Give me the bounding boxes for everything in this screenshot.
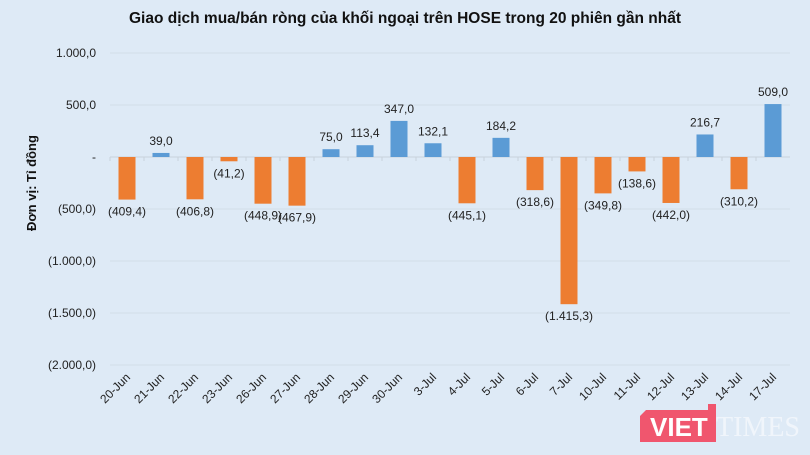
data-label: 509,0 (758, 85, 788, 99)
bar-14-Jul (730, 157, 748, 190)
x-tick-label: 13-Jul (678, 370, 711, 403)
viettimes-logo: VIET TIMES (640, 400, 810, 450)
x-tick-label: 4-Jul (445, 370, 473, 398)
x-tick-label: 12-Jul (644, 370, 677, 403)
bar-10-Jul (594, 157, 612, 194)
x-tick-label: 11-Jul (611, 370, 643, 402)
data-label: 39,0 (149, 134, 173, 148)
bar-7-Jul (560, 157, 578, 305)
y-tick-label: (2.000,0) (48, 358, 96, 372)
x-tick-label: 7-Jul (547, 370, 575, 398)
bar-11-Jul (628, 157, 646, 172)
chart-title: Giao dịch mua/bán ròng của khối ngoại tr… (128, 10, 682, 27)
bar-6-Jul (526, 157, 544, 191)
bar-17-Jul (764, 104, 782, 157)
x-tick-label: 6-Jul (513, 370, 541, 398)
x-tick-label: 27-Jun (267, 370, 303, 406)
data-label: 75,0 (319, 130, 343, 144)
y-tick-label: 500,0 (66, 98, 96, 112)
svg-text:TIMES: TIMES (716, 412, 800, 443)
bar-21-Jun (152, 152, 170, 157)
data-label: (1.415,3) (545, 309, 593, 323)
bar-13-Jul (696, 134, 714, 157)
bar-30-Jun (390, 120, 408, 157)
bar-3-Jul (424, 143, 442, 157)
data-label: 216,7 (690, 115, 720, 129)
x-tick-label: 5-Jul (479, 370, 507, 398)
y-tick-label: (1.500,0) (48, 306, 96, 320)
data-label: (318,6) (516, 195, 554, 209)
bar-22-Jun (186, 157, 204, 200)
data-label: (349,8) (584, 198, 622, 212)
x-tick-label: 30-Jun (369, 370, 405, 406)
x-tick-label: 21-Jun (131, 370, 167, 406)
bar-12-Jul (662, 157, 680, 203)
bar-5-Jul (492, 137, 510, 157)
bar-4-Jul (458, 157, 476, 204)
x-tick-label: 10-Jul (576, 370, 609, 403)
y-tick-label: (1.000,0) (48, 254, 96, 268)
x-tick-label: 26-Jun (233, 370, 269, 406)
y-axis-label: Đơn vị: Tỉ đồng (24, 135, 39, 231)
x-tick-label: 28-Jun (301, 370, 337, 406)
x-tick-label: 23-Jun (199, 370, 235, 406)
x-tick-label: 3-Jul (411, 370, 439, 398)
data-label: (448,9) (244, 209, 282, 223)
bar-27-Jun (288, 157, 306, 206)
data-label: (310,2) (720, 194, 758, 208)
data-label: (41,2) (213, 166, 244, 180)
data-label: (138,6) (618, 176, 656, 190)
bar-28-Jun (322, 149, 340, 157)
bar-20-Jun (118, 157, 136, 200)
y-tick-label: - (92, 150, 96, 164)
data-label: 113,4 (350, 126, 379, 140)
data-label: (467,9) (278, 211, 316, 225)
svg-text:VIET: VIET (650, 412, 708, 442)
data-label: (442,0) (652, 208, 690, 222)
x-tick-label: 29-Jun (335, 370, 371, 406)
data-label: (406,8) (176, 204, 214, 218)
bar-23-Jun (220, 157, 238, 162)
data-label: 347,0 (384, 102, 414, 116)
x-tick-label: 20-Jun (97, 370, 133, 406)
data-label: 132,1 (418, 124, 448, 138)
x-tick-label: 22-Jun (165, 370, 201, 406)
y-tick-label: (500,0) (58, 202, 96, 216)
bar-29-Jun (356, 145, 374, 157)
data-label: (409,4) (108, 205, 146, 219)
y-tick-label: 1.000,0 (56, 46, 96, 60)
x-tick-label: 14-Jul (712, 370, 745, 403)
data-label: 184,2 (486, 119, 516, 133)
data-label: (445,1) (448, 208, 486, 222)
x-tick-label: 17-Jul (746, 370, 779, 403)
bar-26-Jun (254, 157, 272, 204)
